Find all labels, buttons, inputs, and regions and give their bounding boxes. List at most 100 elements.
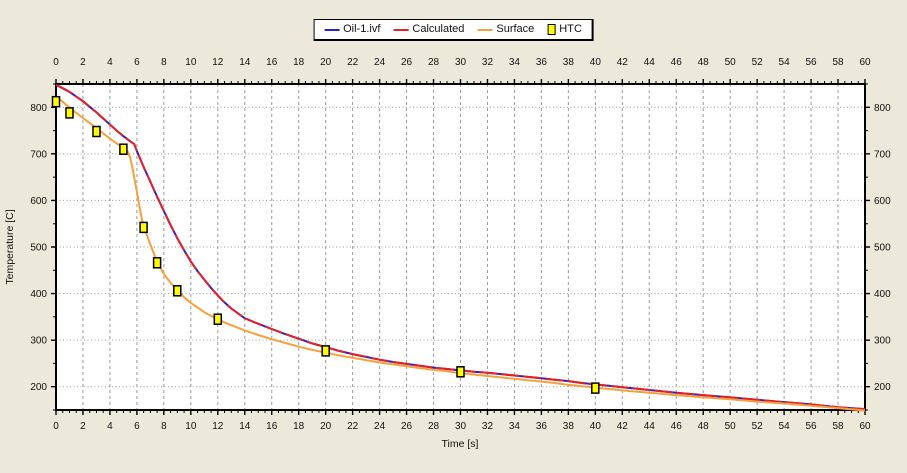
x-tick-label-bottom: 30 (455, 421, 467, 432)
y-tick-label-left: 300 (30, 336, 47, 347)
y-tick-label-right: 700 (874, 149, 891, 160)
x-tick-label-bottom: 18 (293, 421, 305, 432)
y-tick-label-right: 500 (874, 243, 891, 254)
x-tick-label-bottom: 8 (161, 421, 167, 432)
x-tick-label-top: 16 (266, 57, 278, 68)
x-tick-label-bottom: 4 (107, 421, 113, 432)
x-tick-label-bottom: 20 (320, 421, 332, 432)
x-tick-label-bottom: 0 (53, 421, 59, 432)
x-tick-label-bottom: 58 (832, 421, 844, 432)
legend-item-oil-1-ivf: Oil-1.ivf (324, 24, 380, 35)
x-tick-label-top: 36 (536, 57, 548, 68)
x-tick-label-top: 48 (698, 57, 710, 68)
x-tick-label-top: 40 (590, 57, 602, 68)
x-tick-label-bottom: 6 (134, 421, 140, 432)
x-tick-label-top: 2 (80, 57, 86, 68)
legend-line-icon (477, 28, 493, 31)
x-tick-label-top: 60 (859, 57, 871, 68)
x-axis-title: Time [s] (442, 438, 479, 450)
y-axis-title: Temperature [C] (4, 209, 16, 284)
y-tick-label-left: 600 (30, 196, 47, 207)
y-tick-label-right: 200 (874, 382, 891, 393)
x-tick-label-top: 28 (428, 57, 440, 68)
legend-label: Surface (496, 23, 535, 35)
htc-marker (321, 345, 330, 357)
htc-marker (456, 366, 465, 378)
series-htc-markers (51, 95, 600, 394)
htc-marker (119, 143, 128, 155)
x-tick-label-top: 56 (806, 57, 818, 68)
x-tick-label-top: 4 (107, 57, 113, 68)
x-tick-label-top: 26 (401, 57, 413, 68)
x-tick-label-top: 44 (644, 57, 656, 68)
y-tick-label-right: 400 (874, 289, 891, 300)
x-tick-label-bottom: 16 (266, 421, 278, 432)
htc-marker (152, 257, 162, 269)
major-ticks (51, 79, 870, 415)
x-tick-label-top: 20 (320, 57, 332, 68)
x-tick-label-bottom: 34 (509, 421, 521, 432)
x-tick-label-top: 50 (725, 57, 737, 68)
legend-item-calculated: Calculated (393, 24, 464, 35)
x-tick-label-bottom: 44 (644, 421, 656, 432)
x-tick-label-top: 0 (53, 57, 59, 68)
x-tick-label-top: 42 (617, 57, 629, 68)
htc-marker (51, 95, 61, 108)
htc-marker (591, 382, 600, 394)
y-tick-label-right: 600 (874, 196, 891, 207)
x-tick-label-bottom: 50 (725, 421, 737, 432)
y-tick-label-right: 800 (874, 103, 891, 114)
legend-label: Oil-1.ivf (343, 23, 381, 35)
x-tick-label-bottom: 26 (401, 421, 413, 432)
y-tick-label-left: 700 (30, 149, 47, 160)
y-tick-label-left: 500 (30, 243, 47, 254)
htc-marker (92, 125, 101, 138)
x-tick-label-bottom: 54 (779, 421, 791, 432)
legend-item-surface: Surface (477, 24, 534, 35)
x-tick-label-bottom: 10 (185, 421, 197, 432)
htc-marker (173, 285, 182, 297)
legend-label: Calculated (412, 23, 465, 35)
x-tick-label-top: 54 (779, 57, 791, 68)
y-tick-label-left: 400 (30, 289, 47, 300)
x-tick-label-bottom: 2 (80, 421, 86, 432)
y-tick-label-right: 300 (874, 336, 891, 347)
minor-ticks (53, 81, 868, 413)
x-tick-label-top: 18 (293, 57, 305, 68)
x-tick-label-bottom: 22 (347, 421, 359, 432)
x-tick-label-bottom: 60 (859, 421, 871, 432)
x-tick-label-top: 14 (239, 57, 251, 68)
x-tick-label-bottom: 32 (482, 421, 494, 432)
x-tick-label-top: 52 (752, 57, 764, 68)
x-tick-label-bottom: 12 (212, 421, 224, 432)
htc-marker (139, 221, 148, 234)
y-tick-label-left: 200 (30, 382, 47, 393)
x-tick-label-bottom: 46 (671, 421, 683, 432)
htc-marker (65, 107, 74, 119)
x-tick-label-top: 32 (482, 57, 494, 68)
x-tick-label-bottom: 48 (698, 421, 710, 432)
x-tick-label-bottom: 42 (617, 421, 629, 432)
legend: Oil-1.ivf Calculated Surface HTC (313, 19, 594, 41)
x-tick-label-bottom: 28 (428, 421, 440, 432)
x-tick-label-bottom: 36 (536, 421, 548, 432)
legend-item-htc: HTC (547, 24, 582, 35)
x-tick-label-top: 34 (509, 57, 521, 68)
x-tick-label-top: 22 (347, 57, 359, 68)
legend-square-marker-icon (547, 24, 556, 35)
x-tick-label-top: 58 (832, 57, 844, 68)
x-tick-label-bottom: 52 (752, 421, 764, 432)
x-tick-label-bottom: 38 (563, 421, 575, 432)
x-tick-label-top: 24 (374, 57, 386, 68)
x-tick-label-top: 46 (671, 57, 683, 68)
y-tick-label-left: 800 (30, 103, 47, 114)
legend-line-icon (324, 28, 340, 31)
x-tick-label-top: 38 (563, 57, 575, 68)
x-tick-label-bottom: 24 (374, 421, 386, 432)
x-tick-label-top: 30 (455, 57, 467, 68)
x-tick-label-bottom: 56 (806, 421, 818, 432)
x-tick-label-bottom: 40 (590, 421, 602, 432)
legend-label: HTC (559, 23, 582, 35)
